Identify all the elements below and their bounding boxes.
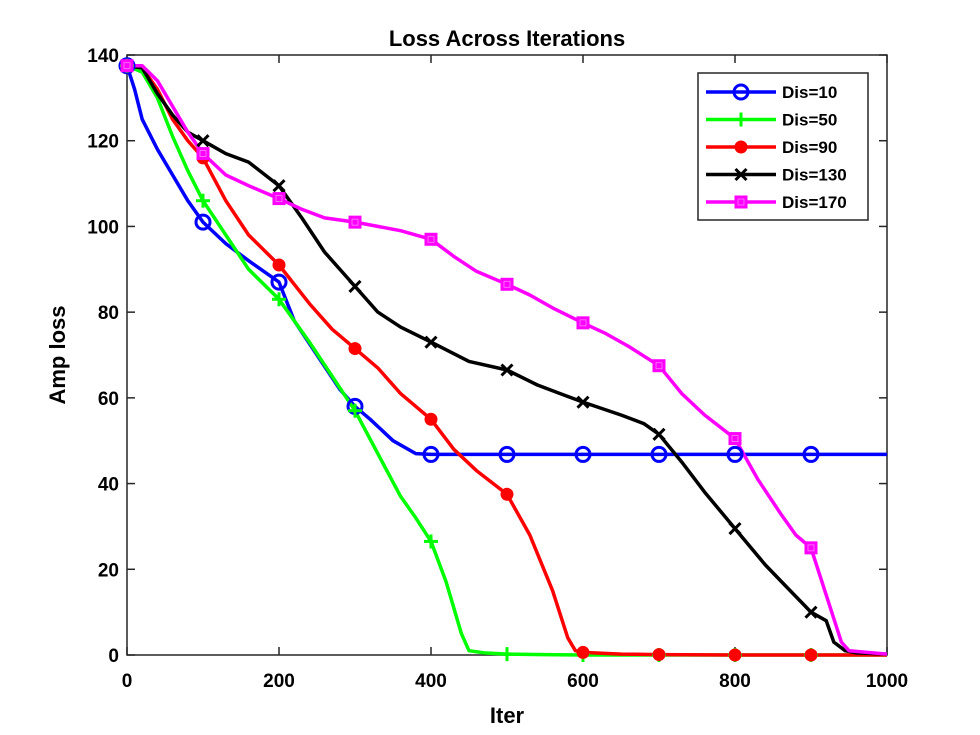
y-tick-label: 100 [87, 217, 119, 238]
legend-label-1: Dis=50 [782, 111, 837, 130]
series-4-marker [424, 232, 438, 246]
series-3-marker [196, 134, 210, 148]
series-2-marker [424, 412, 438, 426]
legend-label-0: Dis=10 [782, 83, 837, 102]
series-2-marker [348, 342, 362, 356]
x-tick-label: 600 [567, 671, 599, 692]
legend: Dis=10 Dis=50 Dis=90 Dis=130 Dis=170 [697, 72, 869, 221]
series-0-marker [650, 445, 668, 463]
chart-title: Loss Across Iterations [389, 26, 625, 51]
series-2-marker [728, 648, 742, 662]
series-3-marker [348, 279, 362, 293]
series-0-marker [498, 445, 516, 463]
y-tick-label: 80 [98, 303, 119, 324]
legend-marker-0 [732, 83, 750, 101]
legend-marker-2 [734, 140, 748, 154]
series-1-marker [272, 292, 286, 307]
series-4-marker [804, 541, 818, 555]
axis-ticks: 0 200 400 600 800 1000 0 20 40 60 80 100 120 140 [87, 46, 908, 692]
series-0-marker [802, 445, 820, 463]
series-line-1 [126, 64, 887, 657]
series-2-marker [500, 487, 514, 501]
x-tick-label: 200 [263, 671, 295, 692]
series-2-marker [576, 645, 590, 659]
y-tick-label: 60 [98, 389, 119, 410]
series-0-marker [726, 445, 744, 463]
legend-label-2: Dis=90 [782, 138, 837, 157]
series-3-marker [272, 179, 286, 193]
y-tick-label: 20 [98, 560, 119, 581]
legend-marker-1 [734, 112, 748, 127]
series-1-marker [348, 403, 362, 418]
series-4-marker [120, 59, 134, 73]
series-4-marker [728, 432, 742, 446]
series-2-marker [804, 648, 818, 662]
series-0-marker [422, 445, 440, 463]
series-3-marker [804, 605, 818, 619]
series-markers [118, 57, 820, 662]
x-axis-label: Iter [490, 703, 525, 728]
x-tick-label: 800 [719, 671, 751, 692]
series-2-marker [652, 648, 666, 662]
y-tick-label: 120 [87, 132, 119, 153]
y-tick-label: 40 [98, 475, 119, 496]
legend-label-4: Dis=170 [782, 193, 847, 212]
series-0-marker [194, 213, 212, 231]
series-4-marker [652, 359, 666, 373]
series-4-marker [500, 277, 514, 291]
y-axis-label: Amp loss [45, 305, 70, 404]
series-3-marker [500, 363, 514, 377]
series-1-marker [424, 534, 438, 549]
series-4-marker [272, 192, 286, 206]
x-tick-label: 0 [122, 671, 133, 692]
x-tick-label: 400 [415, 671, 447, 692]
series-4-marker [576, 316, 590, 330]
series-4-marker [196, 147, 210, 161]
legend-marker-3 [734, 167, 748, 182]
series-3-marker [652, 427, 666, 441]
series-3-marker [728, 522, 742, 536]
series-1-marker [500, 647, 514, 662]
series-0-marker [270, 273, 288, 291]
series-2-marker [272, 258, 286, 272]
y-tick-label: 0 [108, 646, 119, 667]
series-line-3 [126, 63, 888, 656]
series-0-marker [574, 445, 592, 463]
y-tick-label: 140 [87, 46, 119, 67]
legend-marker-4 [734, 195, 748, 209]
x-tick-label: 1000 [866, 671, 908, 692]
series-3-marker [424, 335, 438, 349]
legend-label-3: Dis=130 [782, 166, 847, 185]
series-3-marker [576, 395, 590, 409]
series-line-2 [126, 63, 887, 657]
series-4-marker [348, 215, 362, 229]
series-1-marker [196, 193, 210, 208]
